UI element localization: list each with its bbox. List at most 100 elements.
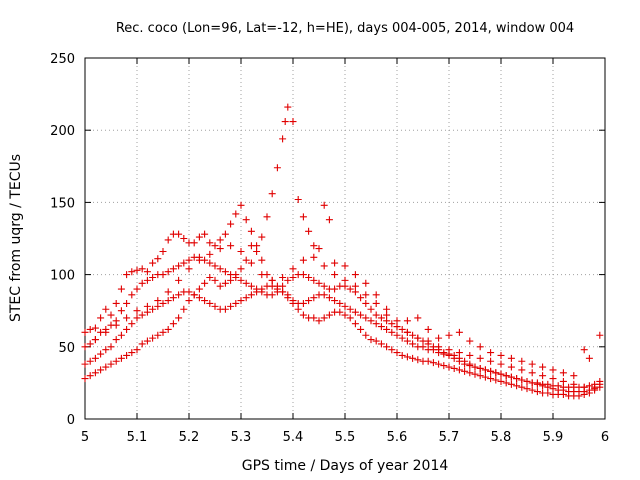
data-point xyxy=(281,118,289,126)
x-tick-label: 5.5 xyxy=(335,430,356,445)
data-point xyxy=(123,351,131,359)
data-point xyxy=(97,366,105,374)
data-point xyxy=(570,372,578,380)
data-point xyxy=(102,363,110,371)
data-point xyxy=(175,230,183,238)
data-point xyxy=(419,343,427,351)
data-point xyxy=(315,317,323,325)
data-point xyxy=(497,377,505,385)
data-point xyxy=(502,379,510,387)
data-point xyxy=(310,253,318,261)
data-point xyxy=(403,317,411,325)
data-point xyxy=(81,343,89,351)
data-point xyxy=(455,349,463,357)
data-point xyxy=(284,276,292,284)
axis-ticks: 5 5.1 5.2 5.3 5.4 5.5 5.6 5.7 5.8 5.9 6 0 50 100 150 20… xyxy=(50,52,609,445)
data-point xyxy=(435,334,443,342)
data-point xyxy=(466,337,474,345)
data-point xyxy=(461,367,469,375)
data-point xyxy=(86,340,94,348)
data-point xyxy=(357,311,365,319)
data-point xyxy=(279,135,287,143)
data-point xyxy=(169,320,177,328)
data-point xyxy=(351,282,359,290)
data-point xyxy=(133,314,141,322)
data-point xyxy=(403,337,411,345)
data-point xyxy=(372,291,380,299)
data-point xyxy=(393,349,401,357)
data-point xyxy=(476,364,484,372)
data-point xyxy=(305,297,313,305)
data-point xyxy=(279,273,287,281)
data-point xyxy=(466,362,474,370)
data-point xyxy=(357,325,365,333)
data-point xyxy=(143,337,151,345)
data-point xyxy=(549,375,557,383)
data-point xyxy=(388,346,396,354)
data-point xyxy=(159,328,167,336)
data-point xyxy=(502,372,510,380)
data-point xyxy=(86,357,94,365)
data-point xyxy=(331,271,339,279)
data-point xyxy=(414,314,422,322)
data-point xyxy=(383,305,391,313)
data-point xyxy=(159,247,167,255)
data-point xyxy=(549,366,557,374)
data-point xyxy=(487,349,495,357)
x-tick-label: 5.1 xyxy=(127,430,148,445)
data-point xyxy=(539,363,547,371)
data-point xyxy=(149,334,157,342)
x-tick-label: 5.4 xyxy=(283,430,304,445)
data-point xyxy=(268,276,276,284)
data-points xyxy=(81,103,604,400)
data-point xyxy=(164,288,172,296)
data-point xyxy=(97,314,105,322)
data-point xyxy=(310,276,318,284)
data-point xyxy=(206,299,214,307)
data-point xyxy=(149,259,157,267)
data-point xyxy=(138,340,146,348)
data-point xyxy=(596,383,604,391)
data-point xyxy=(128,291,136,299)
data-point xyxy=(481,373,489,381)
data-point xyxy=(414,356,422,364)
data-point xyxy=(331,259,339,267)
data-point xyxy=(102,305,110,313)
data-point xyxy=(596,331,604,339)
data-point xyxy=(325,311,333,319)
x-tick-label: 5.8 xyxy=(491,430,512,445)
data-point xyxy=(201,230,209,238)
x-tick-label: 5.3 xyxy=(231,430,252,445)
data-point xyxy=(450,364,458,372)
data-point xyxy=(159,299,167,307)
data-point xyxy=(476,372,484,380)
data-point xyxy=(575,392,583,400)
data-point xyxy=(450,354,458,362)
data-point xyxy=(258,256,266,264)
data-point xyxy=(175,276,183,284)
data-point xyxy=(247,259,255,267)
data-point xyxy=(362,331,370,339)
data-point xyxy=(440,362,448,370)
data-point xyxy=(91,369,99,377)
data-point xyxy=(409,331,417,339)
data-point xyxy=(237,276,245,284)
data-point xyxy=(227,302,235,310)
data-point xyxy=(440,350,448,358)
chart-title: Rec. coco (Lon=96, Lat=-12, h=HE), days … xyxy=(116,21,574,36)
data-point xyxy=(559,369,567,377)
data-point xyxy=(237,265,245,273)
data-point xyxy=(227,242,235,250)
data-point xyxy=(570,380,578,388)
data-point xyxy=(461,360,469,368)
data-point xyxy=(497,370,505,378)
data-point xyxy=(299,213,307,221)
data-point xyxy=(362,291,370,299)
data-point xyxy=(528,369,536,377)
data-point xyxy=(227,276,235,284)
data-point xyxy=(429,346,437,354)
data-point xyxy=(221,305,229,313)
data-point xyxy=(388,328,396,336)
data-point xyxy=(149,305,157,313)
data-point xyxy=(289,118,297,126)
